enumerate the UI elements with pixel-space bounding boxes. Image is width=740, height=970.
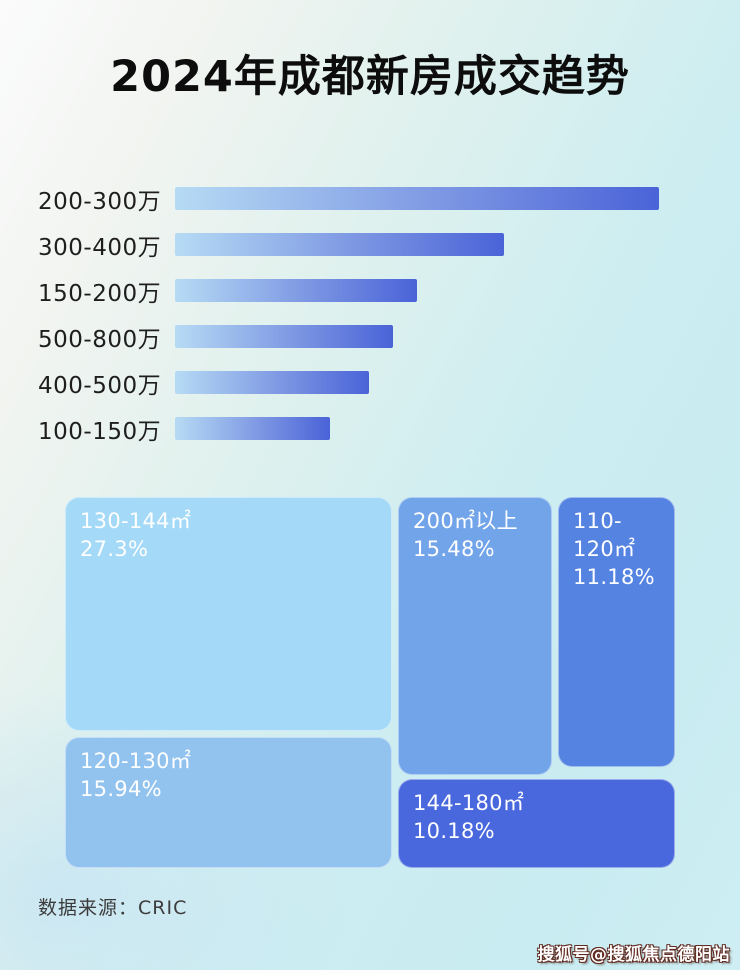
bar	[175, 279, 417, 302]
treemap-block-percent: 10.18%	[413, 819, 495, 844]
bar	[175, 417, 330, 440]
watermark: 搜狐号@搜狐焦点德阳站	[537, 945, 730, 965]
treemap-block-percent: 15.94%	[80, 777, 162, 802]
bar-category-label: 400-500万	[38, 372, 162, 399]
bar-row: 400-500万	[38, 371, 702, 399]
treemap-block-label: 120-130㎡	[80, 749, 192, 773]
treemap-block: 110-120㎡ 11.18%	[558, 497, 675, 767]
treemap-block-label: 144-180㎡	[413, 791, 525, 815]
bar	[175, 371, 369, 394]
bar	[175, 187, 659, 210]
bar-category-label: 150-200万	[38, 280, 162, 307]
treemap-block-percent: 27.3%	[80, 537, 149, 562]
treemap-block: 130-144㎡ 27.3%	[65, 497, 392, 731]
bar-row: 100-150万	[38, 417, 702, 445]
price-bar-chart: 200-300万 300-400万 150-200万 500-800万 400-500万…	[38, 187, 702, 463]
treemap-block-label: 110-120㎡	[573, 509, 636, 562]
bar-category-label: 500-800万	[38, 326, 162, 353]
bar-category-label: 100-150万	[38, 418, 162, 445]
bar-row: 500-800万	[38, 325, 702, 353]
bar-row: 300-400万	[38, 233, 702, 261]
bar-row: 150-200万	[38, 279, 702, 307]
bar	[175, 325, 393, 348]
data-source-label: 数据来源：CRIC	[38, 897, 188, 919]
bar	[175, 233, 504, 256]
treemap-block: 120-130㎡ 15.94%	[65, 737, 392, 868]
treemap-block-percent: 11.18%	[573, 565, 655, 590]
page-title: 2024年成都新房成交趋势	[110, 52, 630, 102]
bar-category-label: 200-300万	[38, 188, 162, 215]
treemap-block-percent: 15.48%	[413, 537, 495, 562]
treemap-block: 200㎡以上 15.48%	[398, 497, 552, 775]
treemap-block: 144-180㎡ 10.18%	[398, 779, 675, 868]
area-treemap: 130-144㎡ 27.3% 120-130㎡ 15.94% 200㎡以上 15.48% 1…	[65, 497, 675, 868]
bar-row: 200-300万	[38, 187, 702, 215]
bar-category-label: 300-400万	[38, 234, 162, 261]
treemap-block-label: 200㎡以上	[413, 509, 518, 533]
treemap-block-label: 130-144㎡	[80, 509, 192, 533]
